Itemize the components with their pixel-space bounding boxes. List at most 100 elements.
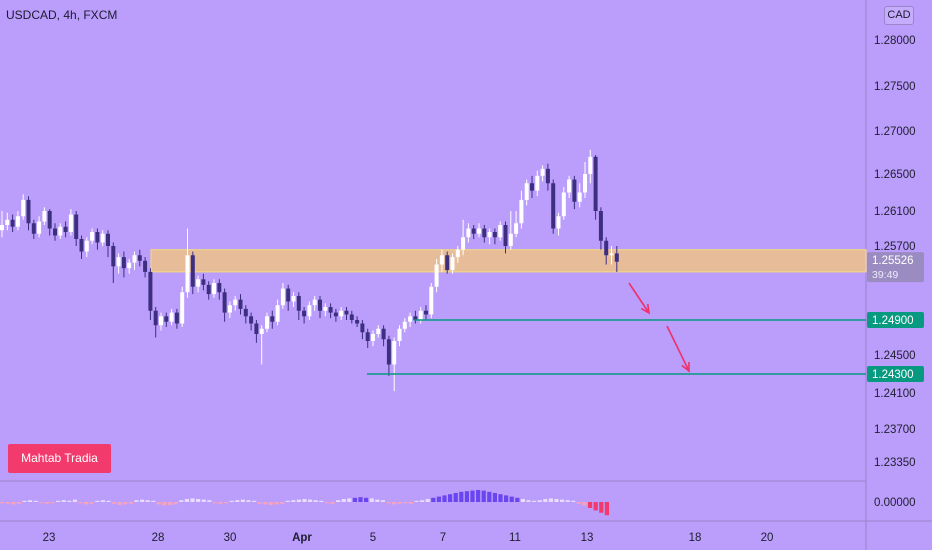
osc-bar	[274, 502, 279, 505]
candle	[339, 307, 344, 320]
candle	[265, 312, 269, 333]
candle	[254, 320, 259, 343]
osc-bar	[369, 498, 374, 502]
y-tick-label: 1.27500	[874, 81, 916, 93]
osc-bar	[358, 497, 363, 502]
candle-body	[593, 156, 598, 211]
candle-body	[265, 316, 269, 329]
candle-body	[477, 228, 481, 234]
candle	[365, 328, 370, 348]
candle-body	[567, 179, 572, 193]
candle	[561, 186, 566, 220]
candle	[604, 237, 609, 265]
currency-button[interactable]: CAD	[884, 6, 914, 25]
osc-bar	[431, 497, 436, 502]
osc-bar	[117, 502, 122, 505]
osc-bar	[324, 502, 329, 504]
candle-body	[376, 328, 381, 334]
candle	[0, 211, 4, 238]
candle-body	[121, 257, 126, 269]
candle	[238, 294, 243, 315]
y-tick-label: 1.23700	[874, 424, 916, 436]
candle	[360, 320, 365, 340]
osc-bar	[263, 502, 268, 505]
osc-bar	[515, 497, 520, 502]
candle-body	[577, 192, 582, 202]
candle	[280, 283, 285, 309]
candle	[37, 216, 42, 238]
osc-bar	[84, 502, 89, 505]
candle	[519, 190, 524, 229]
candle	[63, 221, 68, 238]
x-tick-label: 28	[152, 532, 165, 544]
osc-bar	[487, 491, 492, 502]
candle	[159, 312, 163, 331]
candle	[386, 335, 391, 376]
candle-body	[583, 174, 587, 193]
candle	[174, 308, 179, 329]
osc-bar	[128, 502, 133, 504]
candle	[535, 170, 540, 197]
arrow-shaft	[628, 282, 650, 314]
candle	[551, 179, 556, 234]
candle-body	[323, 307, 328, 311]
candle-body	[588, 156, 593, 174]
osc-bar	[291, 500, 296, 502]
candle	[349, 310, 354, 324]
osc-bar	[201, 499, 206, 502]
candle	[74, 211, 79, 246]
candle-body	[127, 262, 132, 269]
candle	[217, 279, 222, 300]
osc-bar	[246, 500, 251, 502]
candle	[397, 325, 402, 347]
candle	[392, 337, 397, 392]
candle-body	[148, 271, 153, 311]
candle-body	[392, 341, 397, 365]
candle-body	[31, 223, 36, 234]
candle-body	[429, 286, 434, 315]
candle-body	[212, 283, 216, 295]
osc-bar	[364, 497, 369, 502]
candle-body	[185, 255, 190, 293]
candle	[588, 149, 593, 184]
candle-body	[169, 312, 174, 322]
candle	[381, 325, 386, 347]
candle-body	[222, 292, 227, 313]
candle	[418, 307, 423, 324]
candle	[556, 212, 561, 236]
candle-body	[482, 228, 487, 238]
candle-body	[339, 310, 344, 317]
candle-body	[461, 237, 466, 250]
osc-bar	[576, 502, 581, 504]
y-tick-label: 1.24100	[874, 388, 916, 400]
candle	[153, 307, 158, 338]
candle	[514, 211, 519, 238]
x-tick-label: 7	[440, 532, 446, 544]
osc-bar	[464, 491, 469, 502]
osc-bar	[554, 499, 559, 502]
candle-body	[275, 305, 280, 322]
arrows	[628, 282, 690, 373]
candle-body	[402, 321, 407, 329]
osc-bar	[28, 500, 33, 502]
candle-body	[201, 279, 206, 285]
candle-body	[551, 183, 556, 229]
resistance-zone	[150, 249, 867, 273]
arrow	[666, 325, 690, 373]
osc-bar	[470, 490, 475, 502]
y-tick-label: 1.28000	[874, 35, 916, 47]
candle-body	[445, 255, 450, 271]
candle-body	[53, 228, 57, 236]
candle-body	[26, 199, 31, 224]
candle	[503, 221, 508, 254]
candle-body	[47, 211, 52, 229]
osc-bar	[593, 502, 598, 511]
candle-body	[524, 183, 529, 200]
candle	[318, 295, 322, 319]
candle-body	[604, 240, 609, 256]
osc-bar	[392, 502, 397, 505]
candle-body	[450, 257, 455, 271]
axes: 1.28000 1.27500 1.27000 1.26500 1.26100 1.257…	[43, 35, 916, 544]
osc-bar	[341, 499, 346, 502]
